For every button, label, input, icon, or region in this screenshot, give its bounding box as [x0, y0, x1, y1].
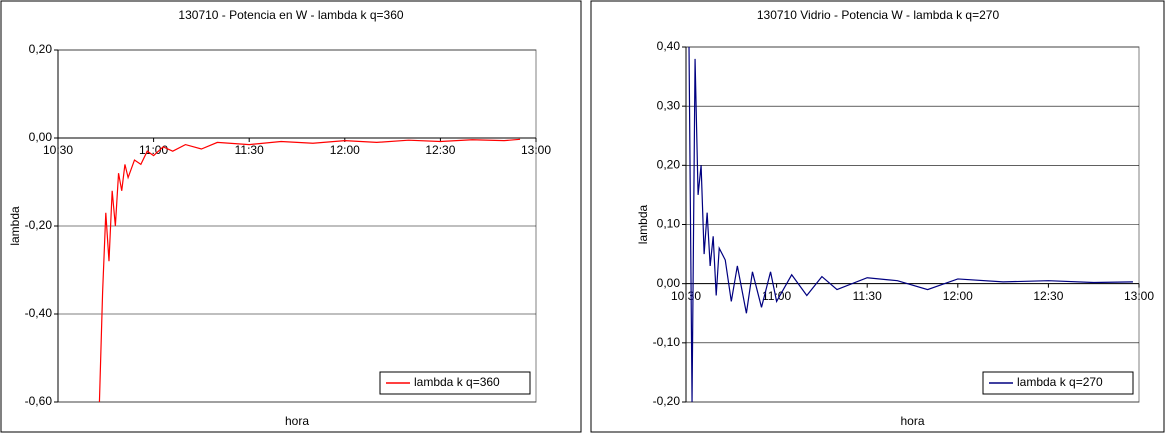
legend-label: lambda k q=270: [1017, 375, 1103, 389]
x-axis-title: hora: [285, 414, 309, 428]
legend-box: [982, 371, 1134, 395]
y-tick-label: -0,20: [25, 218, 53, 232]
x-tick-label: 11:30: [853, 289, 882, 303]
y-tick-label: 0,10: [657, 217, 681, 231]
chart-title: 130710 Vidrio - Potencia W - lambda k q=…: [757, 8, 1000, 22]
y-axis-title: lambda: [636, 204, 650, 244]
x-tick-label: 12:30: [425, 143, 455, 157]
legend-label: lambda k q=360: [414, 375, 500, 389]
data-line: [688, 46, 1133, 403]
legend-box: [379, 371, 531, 395]
y-tick-label: -0,40: [25, 306, 53, 320]
y-tick-label: 0,40: [657, 39, 681, 53]
y-tick-label: -0,10: [653, 335, 681, 349]
y-tick-label: -0,20: [653, 394, 681, 408]
x-tick-label: 12:00: [330, 143, 360, 157]
x-tick-label: 10:30: [671, 289, 701, 303]
y-tick-label: -0,60: [25, 394, 53, 408]
x-tick-label: 12:00: [943, 289, 973, 303]
y-tick-label: 0,20: [29, 42, 53, 56]
x-tick-label: 10:30: [43, 143, 73, 157]
y-tick-label: 0,30: [657, 98, 681, 112]
y-tick-label: 0,00: [29, 130, 53, 144]
data-line: [98, 138, 521, 403]
x-tick-label: 11:30: [235, 143, 264, 157]
y-tick-label: 0,00: [657, 276, 681, 290]
x-tick-label: 13:00: [521, 143, 551, 157]
x-tick-label: 12:30: [1033, 289, 1063, 303]
x-tick-label: 11:00: [762, 289, 791, 303]
y-tick-label: 0,20: [657, 158, 681, 172]
chart-title: 130710 - Potencia en W - lambda k q=360: [178, 8, 403, 22]
x-axis-title: hora: [900, 414, 924, 428]
y-axis-title: lambda: [8, 206, 22, 246]
x-tick-label: 13:00: [1124, 289, 1154, 303]
